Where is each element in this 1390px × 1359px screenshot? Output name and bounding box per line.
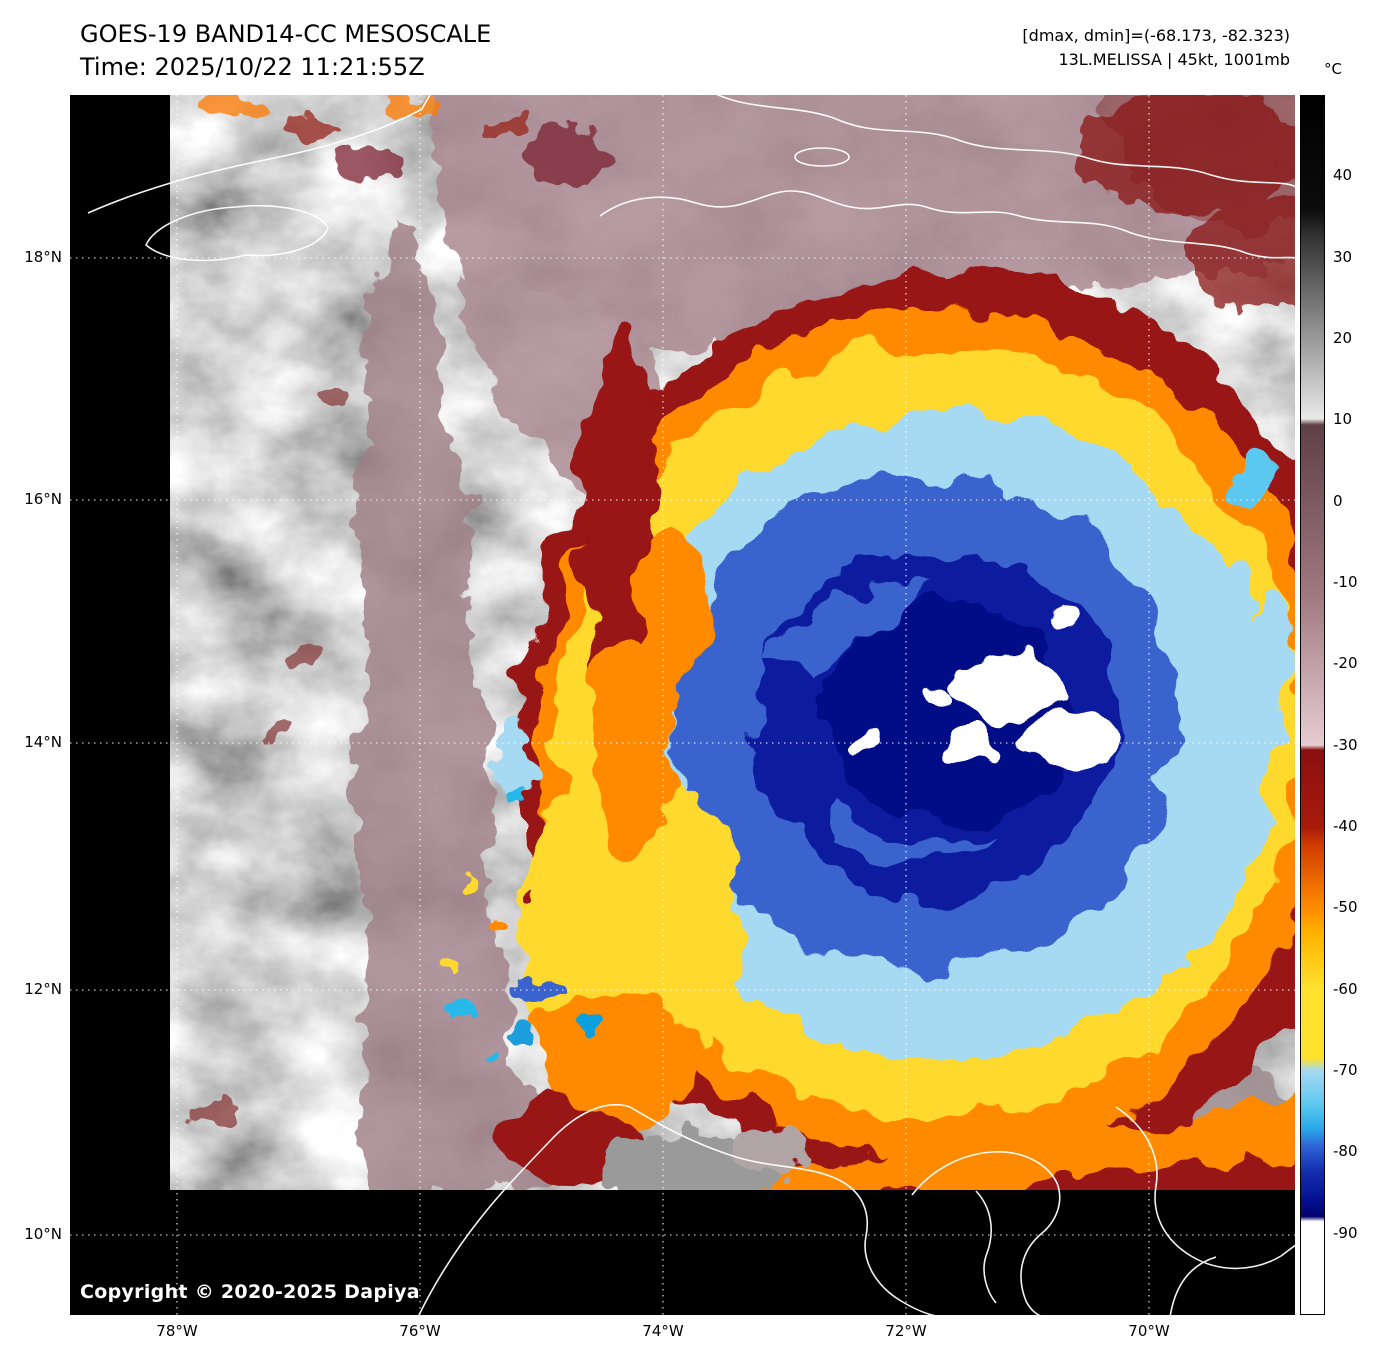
colorbar-tick-label: -10 [1333, 573, 1358, 591]
coldest-overshoot-white [956, 653, 1072, 721]
coastline-hispaniola-south [599, 190, 1295, 259]
west-red-streak [582, 325, 654, 725]
coastline-hispaniola-north [716, 95, 1295, 188]
colorbar-tick-label: 20 [1333, 329, 1353, 347]
coastline-venezuela-north [1169, 1256, 1217, 1315]
colorbar-unit-label: °C [1324, 60, 1342, 78]
copyright-notice: Copyright © 2020-2025 Dapiya [80, 1281, 420, 1303]
satellite-data-layer [170, 95, 1295, 1190]
satellite-map: Copyright © 2020-2025 Dapiya [70, 95, 1295, 1315]
lat-tick-label: 10°N [24, 1225, 62, 1243]
coastline-colombia [418, 1103, 936, 1315]
colorbar-tick-label: 30 [1333, 247, 1353, 266]
coastline-gonave-island [794, 147, 850, 167]
colorbar-tick-label: -80 [1333, 1142, 1358, 1161]
colorbar-tick-label: -70 [1333, 1061, 1358, 1079]
colorbar-tick-label: -30 [1333, 735, 1358, 754]
colorbar-tick-label: -60 [1333, 979, 1358, 998]
colorbar-tick-label: -40 [1333, 817, 1358, 835]
coastlines [87, 95, 1295, 1315]
south-red-band [921, 1152, 1295, 1190]
lat-tick-label: 16°N [24, 490, 62, 508]
colorbar [1300, 95, 1325, 1315]
hurricane-cold-cloud-shield [500, 273, 1295, 1190]
colorbar-tick-label: -20 [1333, 654, 1358, 673]
satellite-image [70, 95, 1295, 1315]
lon-tick-label: 76°W [399, 1322, 441, 1340]
colorbar-tick-label: 0 [1333, 491, 1343, 510]
coastline-cuba [87, 95, 431, 214]
colorbar-tick-label: 40 [1333, 166, 1353, 185]
colorbar-tick-label: 10 [1333, 410, 1353, 429]
colorbar-tick-label: -90 [1333, 1223, 1358, 1242]
lon-tick-label: 78°W [156, 1322, 198, 1340]
product-title: GOES-19 BAND14-CC MESOSCALE [80, 20, 492, 48]
dmax-dmin-readout: [dmax, dmin]=(-68.173, -82.323) [1022, 26, 1290, 45]
lat-tick-label: 12°N [24, 980, 62, 998]
coastline-jamaica [145, 204, 329, 262]
lat-tick-label: 18°N [24, 248, 62, 266]
coastline-guajira [911, 1151, 1061, 1315]
lat-tick-label: 14°N [24, 733, 62, 751]
south-orange-band [694, 1094, 1295, 1190]
lon-tick-label: 70°W [1128, 1322, 1170, 1340]
lon-tick-label: 72°W [885, 1322, 927, 1340]
detail-speckles [443, 722, 810, 1190]
coastline-maracaibo [975, 1190, 997, 1304]
storm-info: 13L.MELISSA | 45kt, 1001mb [1058, 50, 1290, 69]
graticule [70, 95, 1295, 1315]
lon-tick-label: 74°W [642, 1322, 684, 1340]
colorbar-tick-label: -50 [1333, 898, 1358, 917]
timestamp: Time: 2025/10/22 11:21:55Z [80, 53, 425, 81]
coastline-venezuela [1115, 1106, 1295, 1270]
